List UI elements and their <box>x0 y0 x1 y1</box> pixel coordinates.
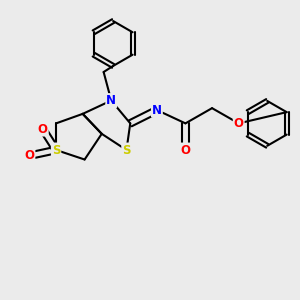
Text: N: N <box>106 94 116 107</box>
Text: N: N <box>152 103 162 117</box>
Text: O: O <box>38 123 48 136</box>
Text: S: S <box>122 143 131 157</box>
Text: O: O <box>180 143 190 157</box>
Text: S: S <box>52 143 60 157</box>
Text: O: O <box>24 149 34 162</box>
Text: O: O <box>234 117 244 130</box>
